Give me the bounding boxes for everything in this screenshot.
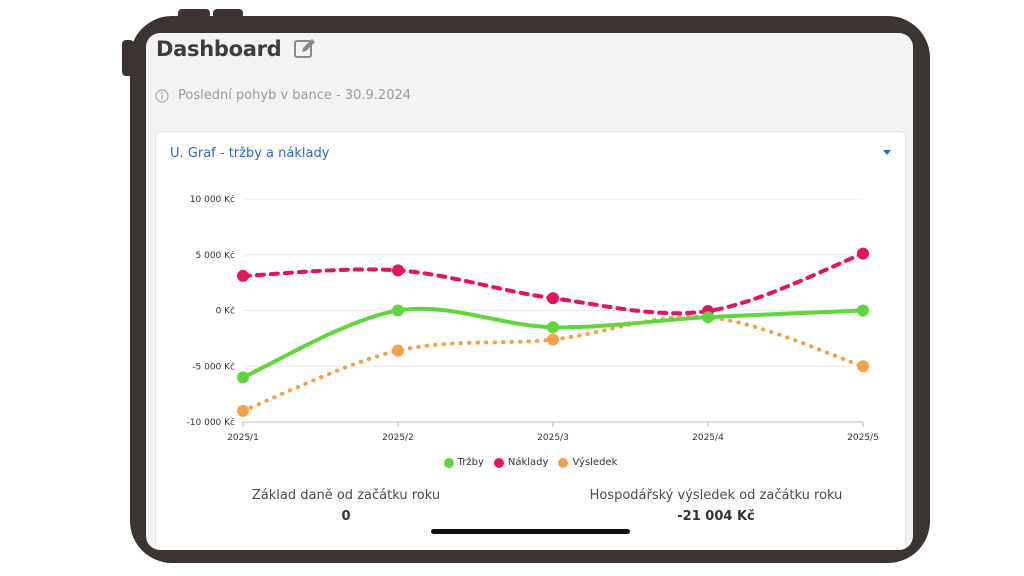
tablet-volume-button <box>178 9 210 19</box>
info-text: Poslední pohyb v bance - 30.9.2024 <box>178 88 412 103</box>
y-tick-label: 5 000 Kč <box>196 250 236 261</box>
tablet-screen: Dashboard Poslední pohyb v bance - 30.9.… <box>146 33 913 550</box>
data-point-naklady <box>237 269 249 282</box>
line-chart: 10 000 Kč 5 000 Kč 0 Kč -5 000 Kč -10 000 Kč… <box>187 194 879 443</box>
chart-legend: Tržby Náklady Výsledek <box>156 457 905 468</box>
header: Dashboard <box>156 37 317 61</box>
home-indicator[interactable] <box>431 529 630 534</box>
stat-tax-base: Základ daně od začátku roku 0 <box>246 488 446 524</box>
y-tick-label: -10 000 Kč <box>187 417 236 428</box>
stat-economic-result-label: Hospodářský výsledek od začátku roku <box>589 488 843 503</box>
legend-label-trzby: Tržby <box>457 457 484 468</box>
data-point-vysledek <box>237 404 249 417</box>
legend-dot-trzby <box>443 457 454 468</box>
legend-dot-vysledek <box>558 457 569 468</box>
legend-item-naklady[interactable]: Náklady <box>493 457 549 468</box>
x-tick-label: 2025/5 <box>847 433 879 443</box>
data-point-vysledek <box>392 344 404 357</box>
data-point-trzby <box>857 304 869 317</box>
legend-item-vysledek[interactable]: Výsledek <box>558 457 617 468</box>
series-line-naklady <box>241 251 865 316</box>
data-point-trzby <box>392 304 404 317</box>
legend-label-vysledek: Výsledek <box>572 457 618 468</box>
x-tick-label: 2025/1 <box>227 433 259 443</box>
tablet-power-button <box>213 9 243 19</box>
x-tick-label: 2025/4 <box>692 433 724 443</box>
edit-icon[interactable] <box>293 37 317 61</box>
card-title[interactable]: U. Graf - tržby a náklady <box>170 146 330 161</box>
data-point-naklady <box>547 292 559 305</box>
x-tick-label: 2025/3 <box>537 433 569 443</box>
data-point-naklady <box>392 264 404 277</box>
y-tick-label: 0 Kč <box>216 306 235 317</box>
chart-card: U. Graf - tržby a náklady 10 000 Kč 5 000… <box>155 131 906 550</box>
stat-economic-result: Hospodářský výsledek od začátku roku -21… <box>586 488 846 524</box>
last-bank-movement: Poslední pohyb v bance - 30.9.2024 <box>155 88 411 103</box>
info-icon <box>155 88 169 103</box>
page-title: Dashboard <box>156 37 282 61</box>
data-point-naklady <box>857 247 869 260</box>
stat-economic-result-value: -21 004 Kč <box>677 509 755 524</box>
x-tick-label: 2025/2 <box>382 433 414 443</box>
y-tick-label: -5 000 Kč <box>192 361 235 372</box>
data-point-trzby <box>547 321 559 334</box>
data-point-trzby <box>237 371 249 384</box>
stat-tax-base-label: Základ daně od začátku roku <box>251 488 441 503</box>
legend-dot-naklady <box>493 457 504 468</box>
collapse-caret-icon[interactable] <box>883 150 891 155</box>
data-point-vysledek <box>857 360 869 373</box>
y-tick-label: 10 000 Kč <box>190 194 235 205</box>
data-point-trzby <box>702 311 714 324</box>
data-point-vysledek <box>547 333 559 346</box>
legend-label-naklady: Náklady <box>507 457 549 468</box>
stat-tax-base-value: 0 <box>341 509 351 524</box>
legend-item-trzby[interactable]: Tržby <box>443 457 484 468</box>
